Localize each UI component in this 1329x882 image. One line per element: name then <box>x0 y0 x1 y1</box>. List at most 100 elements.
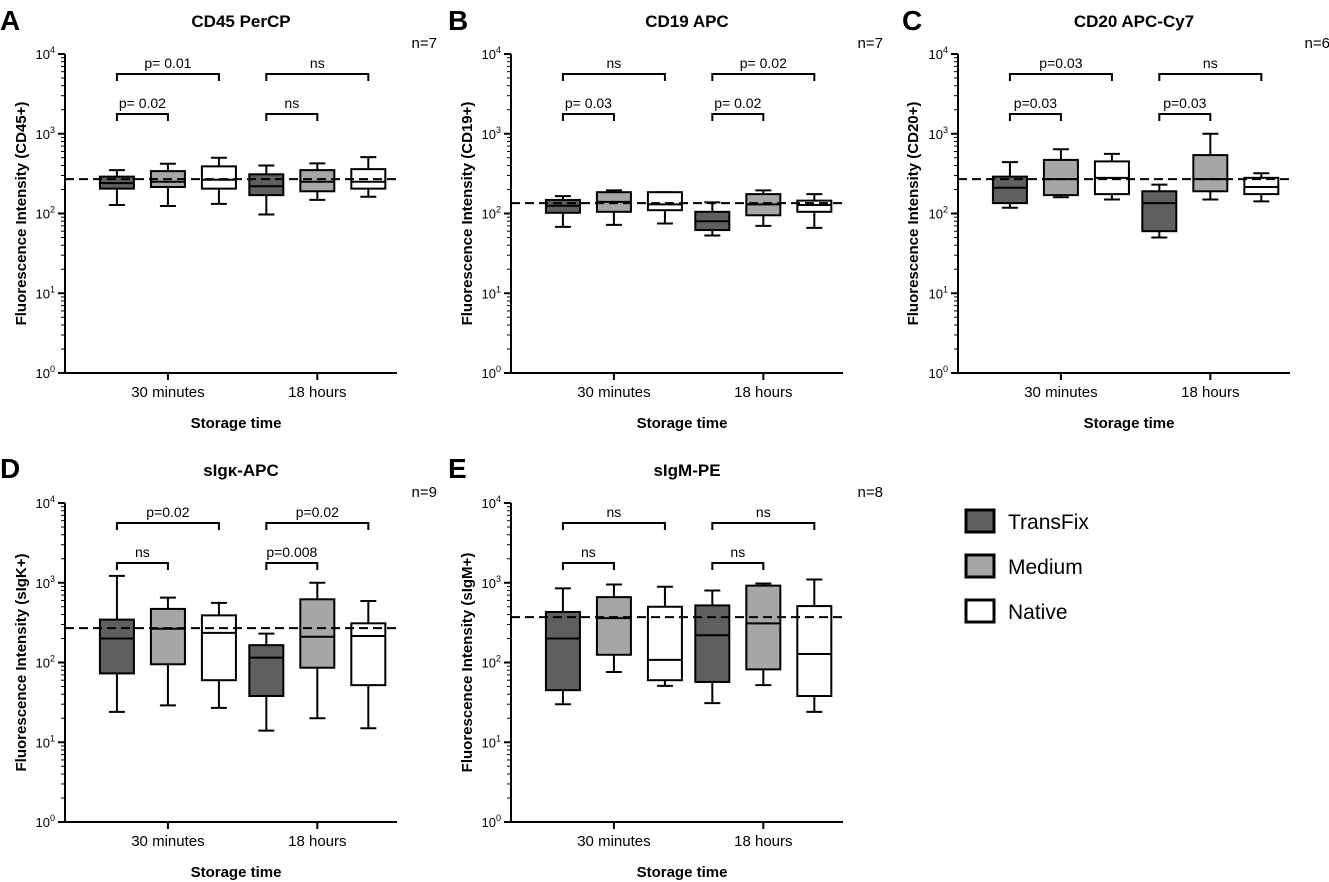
y-tick-label: 100 <box>36 364 55 381</box>
y-tick-label: 102 <box>482 654 501 671</box>
box-medium <box>745 189 782 227</box>
bracket-line <box>115 562 169 570</box>
y-axis-label: Fluorescence Intensity (sIgK+) <box>13 554 30 772</box>
box-medium <box>745 582 782 687</box>
legend-swatch <box>964 553 996 579</box>
y-tick-label: 103 <box>36 125 55 142</box>
bracket-line <box>1008 113 1062 121</box>
p-value-label: ns <box>756 504 771 520</box>
comparison-bracket: ns <box>115 544 169 570</box>
box-medium <box>299 581 336 720</box>
box-iqr <box>796 605 833 698</box>
comparison-bracket: ns <box>1158 55 1263 81</box>
p-value-label: p= 0.02 <box>119 95 166 111</box>
x-axis-label: Storage time <box>637 864 728 881</box>
box-medium <box>1192 132 1229 201</box>
p-value-label: ns <box>1203 55 1218 71</box>
box-medium <box>595 189 632 226</box>
chart-title: sIgκ-APC <box>203 461 279 480</box>
bracket-line <box>115 73 220 81</box>
y-tick-label: 101 <box>36 284 55 301</box>
box-iqr <box>248 644 285 698</box>
comparison-bracket: p= 0.02 <box>711 95 765 121</box>
comparison-bracket: p= 0.01 <box>115 55 220 81</box>
box-native <box>1093 152 1130 201</box>
comparison-bracket: ns <box>265 55 370 81</box>
bracket-line <box>265 113 319 121</box>
box-transfix <box>1141 183 1178 239</box>
p-value-label: ns <box>310 55 325 71</box>
comparison-bracket: p=0.03 <box>1158 95 1212 121</box>
legend-label: Native <box>1008 601 1068 624</box>
comparison-bracket: p=0.03 <box>1008 55 1113 81</box>
comparison-bracket: ns <box>711 544 765 570</box>
legend-label: TransFix <box>1008 511 1089 534</box>
y-tick-label: 101 <box>482 733 501 750</box>
box-native <box>796 578 833 713</box>
p-value-label: p=0.03 <box>1163 95 1206 111</box>
chart-title: sIgM-PE <box>653 461 720 480</box>
box-transfix <box>694 589 731 705</box>
panel-letter: A <box>0 5 20 36</box>
y-tick-label: 101 <box>36 733 55 750</box>
y-tick-label: 103 <box>482 125 501 142</box>
y-tick-label: 100 <box>36 813 55 830</box>
box-transfix <box>248 632 285 732</box>
box-native <box>1243 172 1280 203</box>
bracket-line <box>561 522 666 530</box>
n-label: n=7 <box>412 35 437 52</box>
panel-c: C CD20 APC-Cy7 n=6 Fluorescence Intensity (… <box>902 5 1329 432</box>
y-axis-label: Fluorescence Intensity (CD45+) <box>13 102 30 326</box>
bracket-line <box>115 522 220 530</box>
n-label: n=6 <box>1305 35 1329 52</box>
box-native <box>646 191 683 225</box>
y-tick-label: 101 <box>929 284 948 301</box>
bracket-line <box>115 113 169 121</box>
x-axis-label: Storage time <box>191 415 282 432</box>
chart-title: CD19 APC <box>645 12 728 31</box>
legend-swatch <box>964 508 996 534</box>
panel-letter: C <box>902 5 922 36</box>
box-iqr <box>299 598 336 669</box>
bracket-line <box>561 73 666 81</box>
box-iqr <box>745 584 782 671</box>
x-axis-label: Storage time <box>637 415 728 432</box>
box-native <box>646 585 683 687</box>
comparison-bracket: p=0.02 <box>265 504 370 530</box>
y-tick-label: 102 <box>482 205 501 222</box>
box-medium <box>299 162 336 201</box>
box-native <box>200 601 237 709</box>
box-transfix <box>98 169 135 206</box>
bracket-line <box>265 522 370 530</box>
bracket-line <box>265 562 319 570</box>
box-iqr <box>796 199 833 213</box>
x-tick-label: 18 hours <box>734 833 792 850</box>
y-tick-label: 104 <box>36 494 55 511</box>
box-iqr <box>646 605 683 682</box>
comparison-bracket: ns <box>561 544 615 570</box>
panels: A CD45 PerCP n=7 Fluorescence Intensity (CD… <box>0 5 1329 881</box>
p-value-label: p= 0.02 <box>740 55 787 71</box>
y-axis-label: Fluorescence Intensity (CD20+) <box>905 102 922 326</box>
n-label: n=7 <box>858 35 883 52</box>
comparison-bracket: p=0.008 <box>265 544 319 570</box>
box-medium <box>149 162 186 208</box>
comparison-bracket: ns <box>711 504 816 530</box>
chart-title: CD20 APC-Cy7 <box>1074 12 1194 31</box>
box-iqr <box>544 610 581 692</box>
y-tick-label: 103 <box>929 125 948 142</box>
comparison-bracket: p= 0.02 <box>115 95 169 121</box>
bracket-line <box>1158 73 1263 81</box>
box-medium <box>1042 148 1079 199</box>
x-tick-label: 30 minutes <box>577 384 650 401</box>
box-iqr <box>299 169 336 193</box>
legend-item-medium: Medium <box>964 553 1083 579</box>
comparison-bracket: ns <box>265 95 319 121</box>
panel-b: B CD19 APC n=7 Fluorescence Intensity (CD19… <box>448 5 883 432</box>
box-native <box>200 156 237 205</box>
p-value-label: ns <box>607 55 622 71</box>
box-medium <box>595 583 632 674</box>
bracket-line <box>711 522 816 530</box>
box-iqr <box>248 173 285 197</box>
p-value-label: ns <box>284 95 299 111</box>
